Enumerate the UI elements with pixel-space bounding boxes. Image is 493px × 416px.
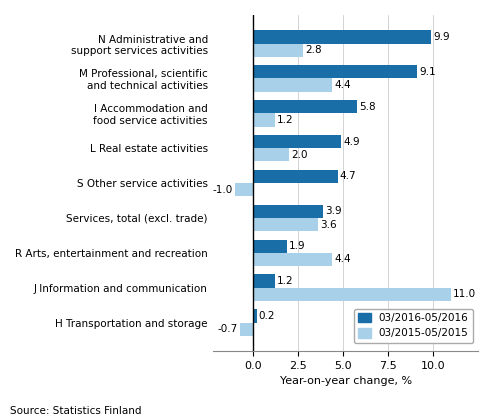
Text: 4.4: 4.4 [334,255,351,265]
Legend: 03/2016-05/2016, 03/2015-05/2015: 03/2016-05/2016, 03/2015-05/2015 [354,309,473,343]
Text: 9.9: 9.9 [433,32,450,42]
Text: 1.2: 1.2 [277,115,293,125]
Bar [253,135,341,148]
Text: Source: Statistics Finland: Source: Statistics Finland [10,406,141,416]
Bar [253,44,303,57]
Text: 1.9: 1.9 [289,241,306,251]
Bar [253,240,287,253]
Text: 11.0: 11.0 [453,290,476,300]
Text: 4.7: 4.7 [340,171,356,181]
Bar [253,148,289,161]
Bar [253,218,318,231]
Bar [253,65,417,79]
Text: 9.1: 9.1 [419,67,435,77]
Text: 4.9: 4.9 [343,136,360,146]
Text: 3.6: 3.6 [320,220,337,230]
X-axis label: Year-on-year change, %: Year-on-year change, % [280,376,412,386]
Bar [235,183,253,196]
Text: -0.7: -0.7 [218,324,238,334]
Bar [253,170,338,183]
Bar [253,253,332,266]
Bar [253,310,256,323]
Text: 0.2: 0.2 [259,311,275,321]
Text: 4.4: 4.4 [334,80,351,90]
Text: 3.9: 3.9 [325,206,342,216]
Bar [240,323,253,336]
Text: 2.0: 2.0 [291,150,308,160]
Text: -1.0: -1.0 [212,185,233,195]
Bar [253,79,332,92]
Bar [253,275,275,288]
Bar [253,100,357,113]
Bar [253,205,323,218]
Text: 1.2: 1.2 [277,276,293,286]
Bar [253,113,275,126]
Text: 2.8: 2.8 [306,45,322,55]
Bar [253,30,431,44]
Bar [253,288,451,301]
Text: 5.8: 5.8 [359,102,376,111]
